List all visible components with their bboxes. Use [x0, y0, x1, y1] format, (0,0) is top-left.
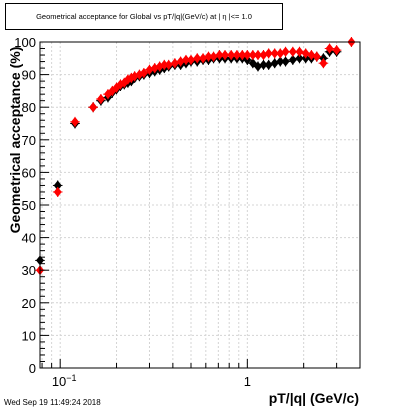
- y-tick-label: 30: [22, 263, 36, 278]
- diamond-marker: [253, 50, 262, 61]
- diamond-marker: [295, 46, 304, 57]
- data-point: [318, 58, 329, 69]
- diamond-marker: [264, 48, 273, 59]
- diamond-marker: [295, 53, 304, 64]
- y-tick-label: 80: [22, 100, 36, 115]
- diamond-marker: [193, 53, 202, 64]
- diamond-marker: [319, 58, 328, 69]
- diamond-marker: [53, 180, 62, 191]
- diamond-marker: [276, 56, 285, 67]
- timestamp: Wed Sep 19 11:49:24 2018: [4, 398, 101, 407]
- diamond-marker: [71, 116, 80, 127]
- diamond-marker: [248, 58, 257, 69]
- diamond-marker: [227, 50, 236, 61]
- diamond-marker: [270, 48, 279, 59]
- diamond-marker: [96, 94, 105, 105]
- data-point: [263, 59, 274, 70]
- data-point: [220, 50, 230, 61]
- data-point: [163, 59, 174, 70]
- diamond-marker: [53, 186, 62, 197]
- diamond-marker: [253, 61, 262, 72]
- diamond-marker: [164, 59, 173, 70]
- data-point: [311, 51, 322, 62]
- diamond-marker: [176, 56, 185, 67]
- diamond-marker: [232, 50, 241, 61]
- data-point: [294, 46, 305, 57]
- data-point: [70, 116, 80, 127]
- y-tick-label: 100: [14, 35, 36, 50]
- data-point: [288, 54, 298, 65]
- series-layer: [35, 37, 357, 276]
- y-tick-label: 20: [22, 296, 36, 311]
- diamond-marker: [325, 43, 334, 54]
- data-point: [226, 50, 237, 61]
- data-point: [242, 50, 253, 61]
- data-point: [96, 94, 106, 105]
- x-tick-label: 1: [244, 374, 251, 389]
- data-point: [139, 67, 149, 78]
- diamond-marker: [238, 50, 247, 61]
- data-point: [324, 43, 335, 54]
- diamond-marker: [259, 59, 268, 70]
- y-tick-label: 70: [22, 133, 36, 148]
- diamond-marker: [301, 48, 310, 59]
- data-point: [186, 54, 196, 65]
- y-tick-label: 10: [22, 328, 36, 343]
- diamond-marker: [312, 51, 321, 62]
- diamond-marker: [288, 46, 297, 57]
- diamond-marker: [332, 45, 341, 56]
- diamond-marker: [281, 56, 290, 67]
- diamond-marker: [281, 46, 290, 57]
- diamond-marker: [243, 50, 252, 61]
- data-point: [280, 56, 291, 67]
- axes: 0 10 20 30 40 50 60 70 80 90 100 10−1 1: [14, 35, 361, 389]
- y-tick-label: 90: [22, 68, 36, 83]
- diamond-marker: [209, 51, 218, 62]
- data-point: [237, 50, 248, 61]
- diamond-marker: [264, 59, 273, 70]
- chart-title: Geometrical acceptance for Global vs pT/…: [5, 3, 283, 30]
- diamond-marker: [123, 74, 132, 85]
- x-axis-label: pT/|q| (GeV/c): [269, 390, 359, 406]
- x-tick-label: 10−1: [52, 373, 77, 389]
- diamond-marker: [270, 58, 279, 69]
- y-tick-label: 50: [22, 198, 36, 213]
- y-tick-label: 60: [22, 165, 36, 180]
- diamond-marker: [221, 50, 230, 61]
- diamond-marker: [89, 102, 98, 113]
- diamond-marker: [288, 54, 297, 65]
- data-point: [88, 102, 98, 113]
- data-point: [208, 51, 219, 62]
- diamond-marker: [181, 54, 190, 65]
- y-tick-label: 40: [22, 231, 36, 246]
- y-tick-label: 0: [29, 361, 36, 376]
- diamond-marker: [186, 54, 195, 65]
- diamond-marker: [204, 51, 213, 62]
- diamond-marker: [215, 50, 224, 61]
- data-point: [52, 186, 63, 197]
- data-point: [331, 45, 342, 56]
- data-point: [269, 48, 280, 59]
- diamond-marker: [199, 53, 208, 64]
- grid: [40, 42, 361, 368]
- diamond-marker: [307, 50, 316, 61]
- diamond-marker: [139, 67, 148, 78]
- diamond-marker: [248, 50, 257, 61]
- y-axis-label: Geometrical acceptance (%): [7, 47, 23, 234]
- diamond-marker: [170, 58, 179, 69]
